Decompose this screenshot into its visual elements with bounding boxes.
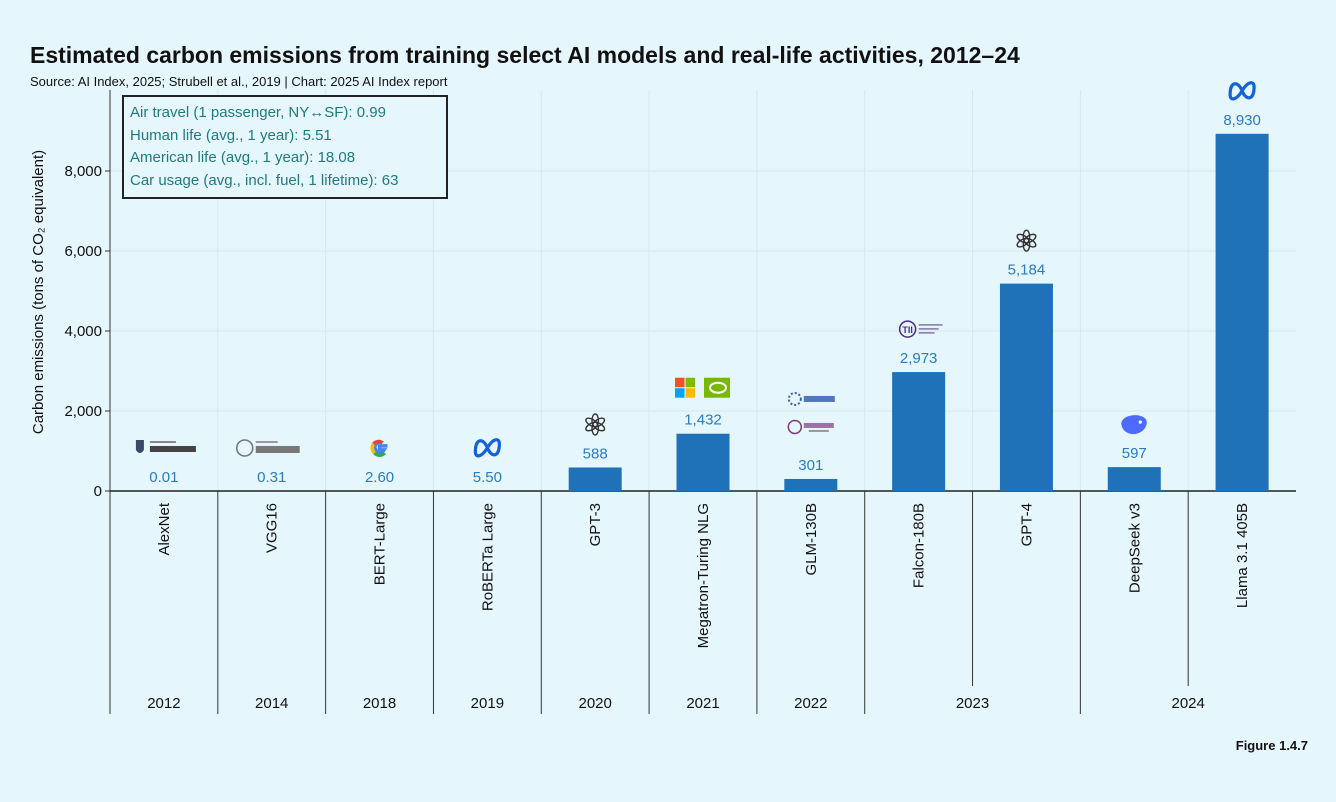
meta-logo [473, 438, 501, 458]
category-label: DeepSeek v3 [1126, 503, 1143, 593]
gridlines [110, 90, 1296, 491]
logos: TII [135, 81, 1256, 458]
openai-logo [1016, 229, 1037, 252]
bar [676, 433, 730, 491]
bar-value-label: 8,930 [1223, 112, 1261, 129]
value-labels: 0.01 0.31 2.60 5.50 588 1,432 301 2,973 5,184 597… [149, 112, 1261, 486]
year-label: 2021 [686, 695, 719, 712]
bar-value-label: 0.31 [257, 469, 286, 486]
reference-air-travel: Air travel (1 passenger, NY↔SF): 0.99 [130, 104, 386, 121]
chart-title: Estimated carbon emissions from training… [30, 42, 1020, 68]
category-label: BERT-Large [372, 503, 389, 585]
y-tick-label: 8,000 [64, 163, 102, 180]
tsinghua-logo [787, 419, 834, 435]
tii-logo: TII [898, 320, 943, 338]
meta-logo [1228, 81, 1256, 101]
category-label: VGG16 [264, 503, 281, 553]
bar-value-label: 588 [583, 445, 608, 462]
category-label: Llama 3.1 405B [1234, 503, 1251, 608]
bar [1215, 133, 1269, 492]
bar [568, 467, 622, 491]
category-label: Falcon-180B [911, 503, 928, 588]
bar-value-label: 1,432 [684, 412, 722, 429]
svg-text:TII: TII [902, 325, 913, 335]
google-logo [370, 439, 388, 457]
bar-value-label: 0.01 [149, 469, 178, 486]
year-label: 2024 [1171, 695, 1204, 712]
year-label: 2023 [956, 695, 989, 712]
reference-legend-box: Air travel (1 passenger, NY↔SF): 0.99 Hu… [122, 95, 448, 199]
category-label: RoBERTa Large [479, 503, 496, 611]
year-label: 2018 [363, 695, 396, 712]
category-labels: AlexNet VGG16 BERT-Large RoBERTa Large GPT-3… [156, 502, 1251, 648]
category-label: Megatron-Turing NLG [695, 503, 712, 648]
toronto-logo [135, 439, 196, 453]
year-label: 2012 [147, 695, 180, 712]
deepseek-logo [1121, 415, 1147, 435]
year-label: 2019 [471, 695, 504, 712]
bar [784, 478, 838, 491]
y-axis-label: Carbon emissions (tons of CO₂ equivalent… [30, 150, 47, 434]
oxford-logo [235, 439, 300, 457]
bar-value-label: 2.60 [365, 469, 394, 486]
microsoft-logo [675, 377, 695, 398]
y-tick-label: 0 [94, 483, 102, 500]
reference-american-life: American life (avg., 1 year): 18.08 [130, 149, 356, 166]
reference-car-usage: Car usage (avg., incl. fuel, 1 lifetime)… [130, 171, 399, 189]
bar-value-label: 301 [798, 457, 823, 474]
y-tick-label: 2,000 [64, 403, 102, 420]
bars [568, 133, 1269, 492]
y-tick-label: 4,000 [64, 323, 102, 340]
year-label: 2014 [255, 695, 288, 712]
bar [999, 283, 1053, 491]
category-label: GLM-130B [803, 503, 820, 576]
bar-value-label: 2,973 [900, 350, 938, 367]
bar-value-label: 5,184 [1008, 262, 1046, 279]
nvidia-logo [704, 377, 730, 398]
chart-subtitle: Source: AI Index, 2025; Strubell et al.,… [30, 74, 448, 89]
category-label: GPT-4 [1018, 503, 1035, 546]
category-label: AlexNet [156, 502, 173, 555]
reference-human-life: Human life (avg., 1 year): 5.51 [130, 126, 332, 144]
bar-value-label: 597 [1122, 445, 1147, 462]
bar-value-label: 5.50 [473, 469, 502, 486]
y-tick-label: 6,000 [64, 243, 102, 260]
year-labels: 2012 2014 2018 2019 2020 2021 2022 2023 2024 [147, 695, 1205, 712]
openai-logo [585, 413, 606, 436]
zhipu-logo [787, 391, 835, 406]
category-label: GPT-3 [587, 503, 604, 546]
year-label: 2020 [578, 695, 611, 712]
figure-label: Figure 1.4.7 [1235, 738, 1308, 753]
bar [892, 372, 946, 491]
bar [1107, 467, 1161, 491]
year-label: 2022 [794, 695, 827, 712]
